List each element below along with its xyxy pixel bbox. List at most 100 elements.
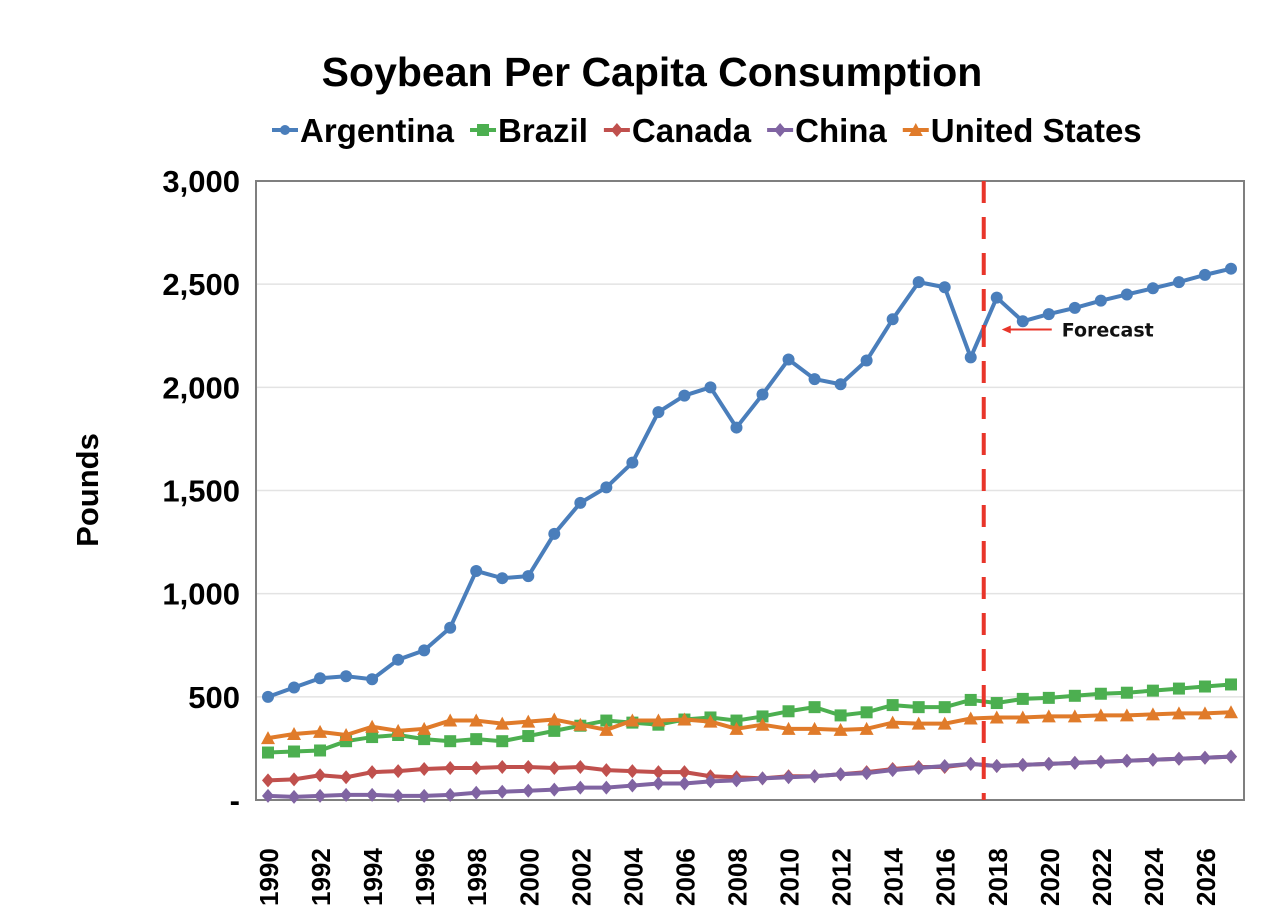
y-axis-label: Pounds	[70, 433, 105, 547]
x-tick-label: 2010	[775, 848, 805, 906]
x-tick-label: 1998	[462, 848, 492, 906]
x-tick-label: 2014	[879, 848, 909, 906]
data-point	[781, 721, 796, 735]
data-point	[860, 706, 873, 719]
y-tick-label: 2,000	[162, 370, 240, 405]
data-point	[704, 381, 717, 394]
data-point	[989, 710, 1004, 724]
legend-item-china: China	[767, 112, 887, 149]
x-tick-label: 1990	[254, 848, 284, 906]
data-point	[600, 714, 613, 727]
data-point	[522, 730, 535, 743]
y-tick-label: 3,000	[162, 164, 240, 199]
data-point	[261, 731, 275, 745]
data-point	[730, 714, 743, 727]
data-point	[573, 717, 588, 731]
data-point	[859, 721, 874, 735]
data-point	[547, 712, 562, 726]
data-point	[522, 783, 535, 798]
data-point	[574, 496, 587, 509]
series-line	[267, 710, 1232, 741]
data-point	[1016, 692, 1029, 705]
data-point	[834, 767, 847, 782]
data-point	[470, 761, 483, 776]
x-tick-label: 1994	[358, 848, 388, 906]
series-brazil	[262, 678, 1237, 759]
data-point	[755, 717, 770, 731]
data-point	[470, 733, 483, 746]
data-point	[1225, 749, 1237, 764]
data-point	[444, 621, 457, 634]
data-point	[366, 673, 379, 686]
data-point	[678, 389, 691, 402]
data-point	[860, 354, 873, 367]
data-point	[807, 721, 822, 735]
data-point	[808, 373, 821, 386]
data-point	[834, 709, 847, 722]
chart-title: Soybean Per Capita Consumption	[322, 49, 983, 95]
data-point	[366, 787, 379, 802]
data-point	[651, 713, 666, 727]
legend-label: China	[795, 112, 887, 149]
data-point	[340, 770, 353, 785]
data-point	[444, 735, 457, 748]
legend-item-argentina: Argentina	[272, 112, 455, 149]
data-point	[418, 733, 431, 746]
data-point	[1042, 308, 1055, 321]
data-point	[1068, 301, 1081, 314]
data-point	[366, 731, 379, 744]
data-point	[496, 759, 509, 774]
data-point	[391, 723, 406, 737]
data-point	[1198, 750, 1211, 765]
data-point	[599, 722, 614, 736]
y-tick-label: 2,500	[162, 267, 240, 302]
data-point	[1225, 678, 1237, 691]
data-point	[1225, 262, 1237, 275]
data-point	[1145, 707, 1160, 721]
legend-item-united-states: United States	[902, 112, 1142, 149]
data-point	[574, 780, 587, 795]
x-axis: 1990 1992 1994 1996 1998 2000 2002 2004 2006 2008…	[254, 848, 1221, 906]
data-point	[886, 313, 899, 326]
data-point	[808, 701, 821, 714]
data-point	[1146, 752, 1159, 767]
data-point	[1015, 710, 1030, 724]
data-point	[417, 721, 432, 735]
data-point	[340, 670, 353, 683]
data-point	[756, 710, 769, 723]
data-point	[963, 711, 978, 725]
data-point	[444, 787, 457, 802]
data-point	[912, 761, 925, 776]
data-point	[469, 713, 484, 727]
data-point	[964, 693, 977, 706]
legend-label: United States	[931, 112, 1142, 149]
data-point	[860, 766, 873, 781]
data-point	[678, 776, 691, 791]
y-tick-label: -	[230, 783, 240, 818]
x-tick-label: 2020	[1035, 848, 1065, 906]
x-tick-label: 2012	[827, 848, 857, 906]
data-point	[366, 765, 379, 780]
x-tick-label: 2022	[1087, 848, 1117, 906]
legend-label: Argentina	[300, 112, 455, 149]
data-point	[834, 378, 847, 391]
data-point	[1094, 754, 1107, 769]
x-tick-label: 2016	[931, 848, 961, 906]
x-tick-label: 1996	[410, 848, 440, 906]
data-point	[314, 768, 327, 783]
data-point	[729, 721, 744, 735]
data-point	[1068, 689, 1081, 702]
data-point	[339, 728, 354, 742]
x-tick-label: 2024	[1139, 848, 1169, 906]
series-united-states	[261, 705, 1238, 745]
data-point	[908, 123, 923, 136]
data-point	[314, 788, 327, 803]
data-point	[652, 776, 665, 791]
data-point	[756, 771, 769, 786]
data-point	[262, 746, 274, 759]
data-point	[774, 123, 787, 137]
data-point	[1042, 756, 1055, 771]
data-point	[1171, 706, 1186, 720]
data-point	[495, 716, 510, 730]
